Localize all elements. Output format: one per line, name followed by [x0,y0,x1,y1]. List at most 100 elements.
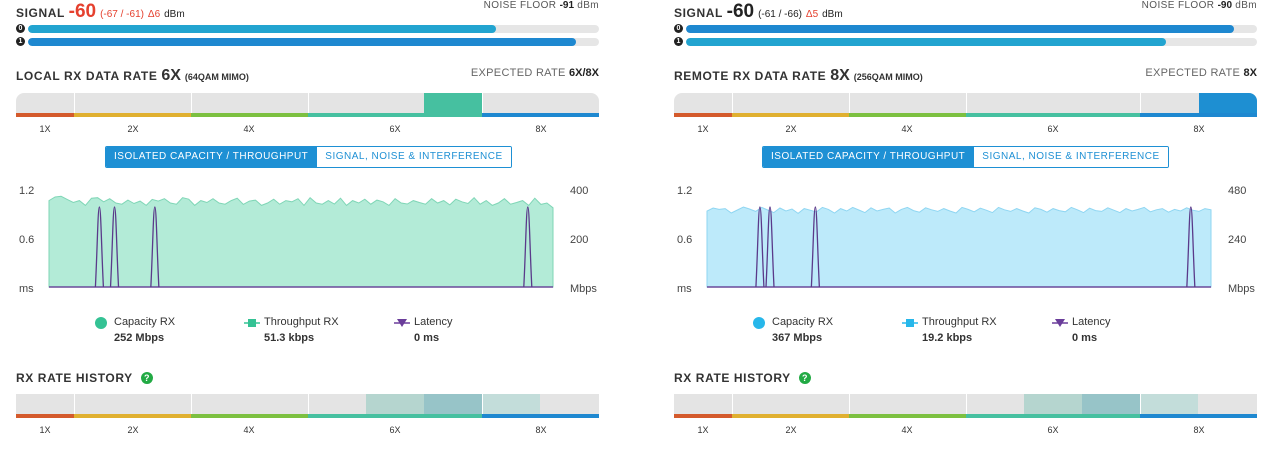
rate-label: LOCAL RX DATA RATE [16,69,158,83]
right-axis-tick-max: 400 [570,185,589,197]
local-link-panel: SIGNAL -60 (-67 / -61) Δ6 dBm NOISE FLOO… [16,0,599,458]
rate-strip-segment [16,414,74,418]
tab-signal-noise[interactable]: SIGNAL, NOISE & INTERFERENCE [973,147,1168,167]
help-icon[interactable]: ? [798,372,811,384]
left-axis-unit: ms [19,283,34,295]
left-axis-tick-max: 1.2 [677,185,693,197]
noise-floor-value: -91 [559,0,575,11]
left-axis-unit: ms [677,283,692,295]
capacity-rx-area [48,195,554,288]
latency-spike [150,206,160,288]
chain-0-signal-fill [28,25,497,33]
rate-strip-segment [674,414,732,418]
rate-bar-divider [1140,93,1141,115]
rate-strip-segment [732,414,849,418]
rate-strip-segment [966,113,1141,117]
latency-triangle-icon [394,319,410,327]
rate-strip-segment [849,113,966,117]
chain-1-signal-fill [686,38,1166,46]
throughput-square-icon [244,319,260,327]
rate-bar [674,93,1257,115]
signal-header: SIGNAL -60 (-61 / -66) Δ5 dBm [674,1,843,23]
tab-isolated-capacity[interactable]: ISOLATED CAPACITY / THROUGHPUT [763,147,974,167]
latency-spike [94,206,105,288]
rate-tick-label: 1X [39,425,51,435]
rate-strip: 1X 2X 4X 6X 8X [16,113,599,137]
chain-1-icon: 1 [674,37,683,46]
chain-0-icon: 0 [16,24,25,33]
rate-bar-divider [849,93,850,115]
rate-strip-segment [191,113,308,117]
rate-strip-segment [849,414,966,418]
expected-rate: EXPECTED RATE 6X/8X [471,67,599,79]
rate-tick-label: 2X [785,124,797,134]
noise-floor-unit: dBm [1235,0,1257,11]
chain-0-signal-bar [28,25,599,33]
chain-0-signal-fill [686,25,1235,33]
tab-isolated-capacity[interactable]: ISOLATED CAPACITY / THROUGHPUT [106,147,317,167]
chain-0-signal-bar [686,25,1257,33]
help-icon[interactable]: ? [140,372,153,384]
rate-strip-segment [74,414,191,418]
rx-rate-history-strip: 1X 2X 4X 6X 8X [16,414,599,438]
capacity-chart [706,206,1212,288]
rate-bar-highlight [424,93,482,115]
legend-capacity-label: Capacity RX [772,316,834,328]
rate-bar [16,93,599,115]
rate-bar-divider [191,394,192,414]
rate-header: LOCAL RX DATA RATE 6X (64QAM MIMO) [16,67,249,85]
expected-rate: EXPECTED RATE 8X [1145,67,1257,79]
legend-capacity-value: 252 Mbps [114,332,165,344]
rate-tick-label: 1X [39,124,51,134]
rate-strip-segment [191,414,308,418]
legend-latency-label: Latency [1072,316,1111,328]
noise-floor-label: NOISE FLOOR [483,0,557,11]
rate-strip-segment [482,414,599,418]
latency-spike [1186,206,1196,288]
rate-tick-label: 6X [1047,124,1059,134]
expected-rate-value: 6X/8X [569,67,599,79]
rate-tick-label: 1X [697,425,709,435]
rate-tick-label: 8X [1193,425,1205,435]
noise-floor-label: NOISE FLOOR [1141,0,1215,11]
latency-spike [810,206,821,288]
legend-latency-value: 0 ms [414,332,440,344]
rate-modulation: (256QAM MIMO) [853,72,923,82]
left-axis-tick-mid: 0.6 [19,234,35,246]
rate-strip-segment [16,113,74,117]
rate-bar-divider [1140,394,1141,414]
rate-tick-label: 8X [535,425,547,435]
expected-rate-label: EXPECTED RATE [470,67,566,79]
rate-tick-label: 6X [389,124,401,134]
rate-strip-segment [732,113,849,117]
right-axis-unit: Mbps [1228,283,1255,295]
right-axis-tick-mid: 240 [1228,234,1247,246]
rate-strip-segment [308,113,483,117]
rx-rate-history-title: RX RATE HISTORY? [16,371,153,385]
latency-spike [109,206,120,288]
rate-bar-divider [308,93,309,115]
legend-latency-value: 0 ms [1072,332,1098,344]
latency-spike [765,206,775,288]
rate-bar-divider [191,93,192,115]
noise-floor-value: -90 [1217,0,1233,11]
right-axis-tick-max: 480 [1228,185,1247,197]
latency-triangle-icon [1052,319,1068,327]
rate-bar-divider [966,93,967,115]
rate-header: REMOTE RX DATA RATE 8X (256QAM MIMO) [674,67,923,85]
chain-1-signal-bar [686,38,1257,46]
signal-header: SIGNAL -60 (-67 / -61) Δ6 dBm [16,1,185,23]
rx-rate-history-title: RX RATE HISTORY? [674,371,811,385]
chain-1-signal-fill [28,38,577,46]
history-block [1024,394,1082,414]
noise-floor: NOISE FLOOR -90 dBm [1142,0,1257,11]
rate-bar-divider [74,93,75,115]
rate-value: 8X [830,67,850,84]
legend-capacity-label: Capacity RX [114,316,176,328]
rate-tick-label: 6X [389,425,401,435]
rate-tick-label: 2X [127,425,139,435]
tab-signal-noise[interactable]: SIGNAL, NOISE & INTERFERENCE [316,147,511,167]
chain-1-icon: 1 [16,37,25,46]
rate-bar-divider [482,93,483,115]
rate-tick-label: 6X [1047,425,1059,435]
